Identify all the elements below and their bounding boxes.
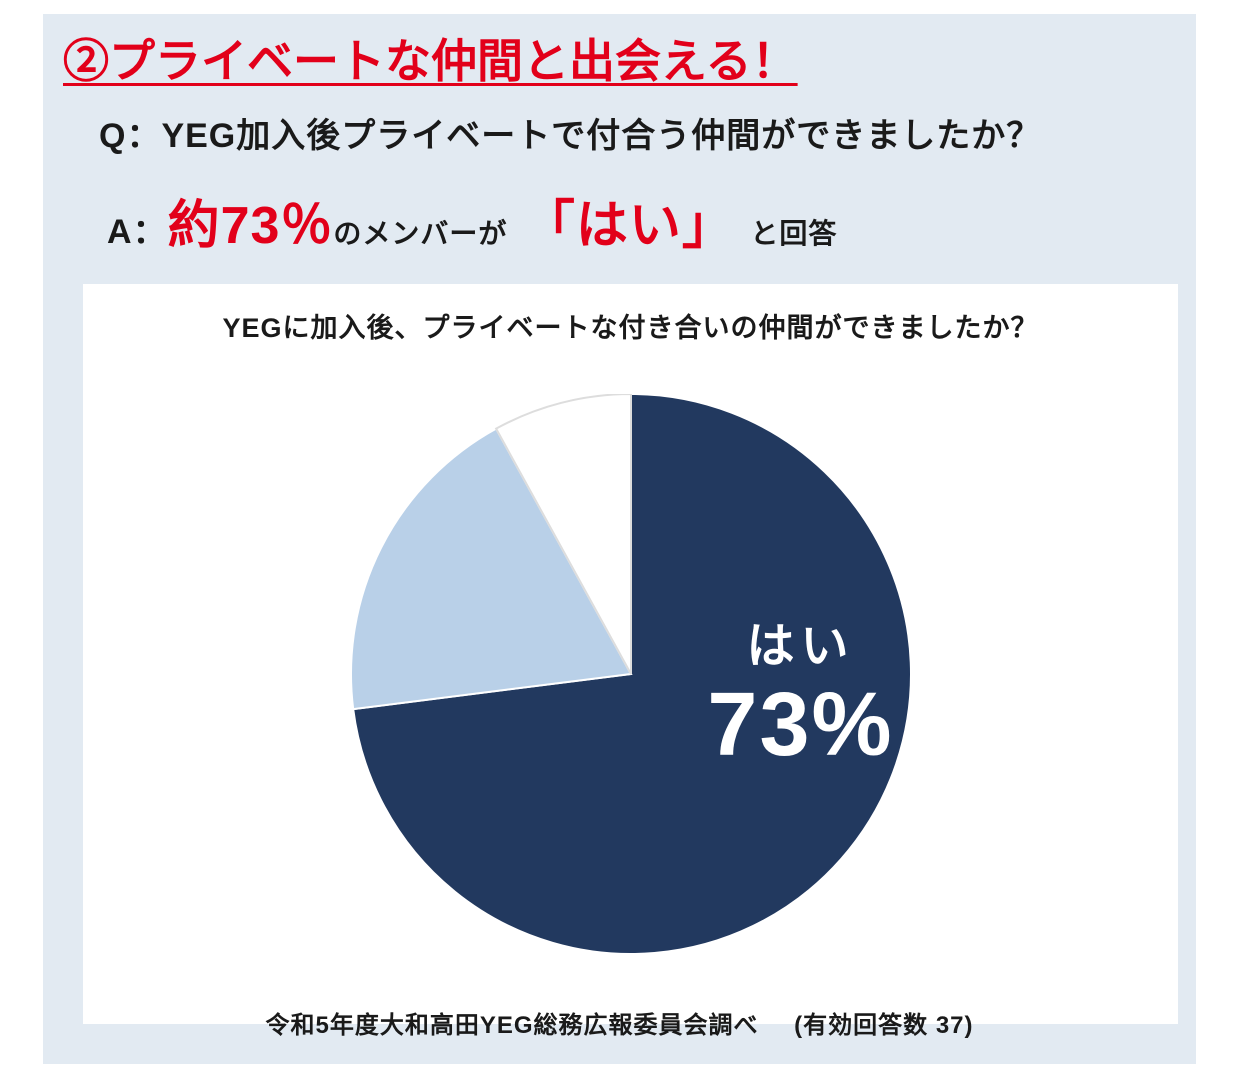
- pie-chart: はい 73%: [351, 394, 911, 954]
- question-text: YEG加入後プライベートで付合う仲間ができましたか？: [161, 117, 1041, 155]
- question-line: Q：YEG加入後プライベートで付合う仲間ができましたか？: [99, 114, 1168, 158]
- chart-title: YEGに加入後、プライベートな付き合いの仲間ができましたか？: [83, 306, 1178, 345]
- chart-source-footer: 令和5年度大和高田YEG総務広報委員会調べ (有効回答数 37): [43, 1005, 1196, 1040]
- source-text: 令和5年度大和高田YEG総務広報委員会調べ: [265, 1012, 758, 1039]
- answer-line: A：約73％のメンバーが 「はい」 と回答: [107, 198, 1168, 255]
- page: ②プライベートな仲間と出会える！ Q：YEG加入後プライベートで付合う仲間ができ…: [0, 0, 1241, 1078]
- pie-label-percent: 73%: [651, 674, 951, 778]
- sample-size-note: (有効回答数 37): [794, 1012, 973, 1039]
- pie-main-label: はい 73%: [651, 619, 951, 778]
- section-title: ②プライベートな仲間と出会える！: [63, 34, 1168, 89]
- question-prefix: Q：: [99, 117, 161, 155]
- chart-card: YEGに加入後、プライベートな付き合いの仲間ができましたか？ はい 73%: [83, 284, 1178, 1024]
- answer-segment: 「はい」: [507, 197, 750, 255]
- pie-label-text: はい: [651, 619, 951, 674]
- answer-segment: 約73％: [168, 197, 334, 255]
- answer-segment: のメンバーが: [333, 218, 507, 249]
- answer-segment: A：: [107, 213, 168, 251]
- content-panel: ②プライベートな仲間と出会える！ Q：YEG加入後プライベートで付合う仲間ができ…: [43, 14, 1196, 1064]
- answer-segment: と回答: [750, 218, 837, 249]
